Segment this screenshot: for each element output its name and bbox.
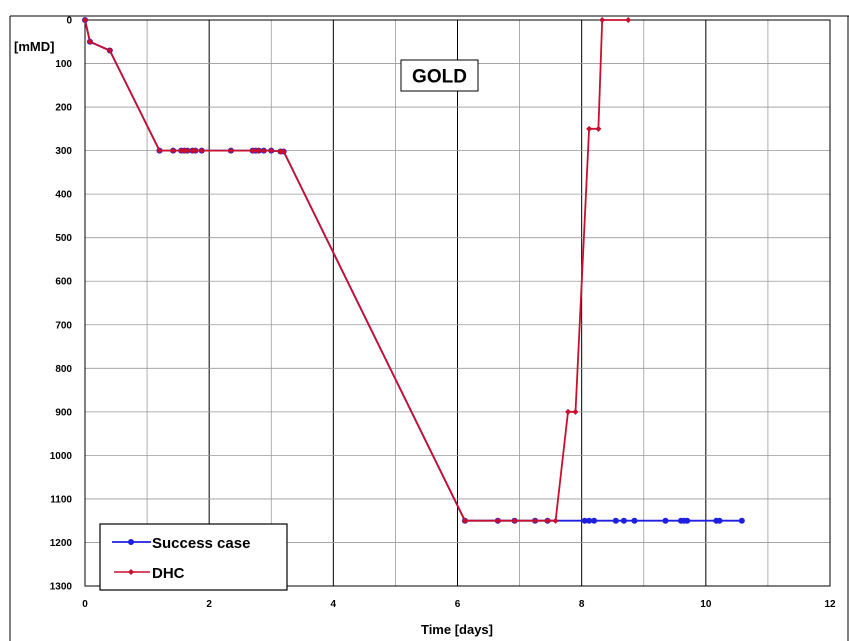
y-tick-label: 1100 (50, 494, 72, 505)
x-tick-label: 10 (700, 599, 712, 610)
x-tick-label: 0 (82, 599, 88, 610)
data-point-dhc (255, 147, 262, 154)
data-point-success-case (620, 517, 627, 524)
data-point-dhc (82, 17, 88, 23)
data-point-dhc (170, 147, 177, 154)
y-tick-label: 400 (55, 190, 72, 201)
data-point-dhc (181, 147, 188, 154)
y-tick-labels: 0 100 200 300 400 500 600 700 800 900 1000 1100 1200… (50, 16, 73, 593)
data-point-dhc (586, 125, 593, 132)
series-dhc (82, 17, 632, 524)
data-point-dhc (461, 517, 468, 524)
data-point-success-case (591, 517, 598, 524)
data-point-success-case (684, 517, 691, 524)
data-point-dhc (178, 147, 185, 154)
x-tick-label: 2 (206, 599, 212, 610)
chart-title-box: GOLD (400, 59, 479, 92)
data-point-success-case (631, 517, 638, 524)
data-point-dhc (625, 17, 632, 23)
data-point-dhc (552, 517, 559, 524)
data-point-dhc (86, 38, 93, 45)
data-point-dhc (544, 517, 551, 524)
data-point-dhc (565, 408, 572, 415)
data-point-success-case (581, 517, 588, 524)
legend: Success case DHC (99, 523, 288, 591)
data-point-success-case (738, 517, 745, 524)
legend-marker-success-case (128, 539, 134, 545)
data-point-dhc (511, 517, 518, 524)
data-point-dhc (227, 147, 234, 154)
data-point-dhc (268, 147, 275, 154)
data-point-dhc (595, 125, 602, 132)
y-tick-label: 1200 (50, 538, 73, 549)
data-point-dhc (260, 147, 267, 154)
data-point-dhc (189, 147, 196, 154)
x-tick-label: 4 (331, 599, 337, 610)
legend-marker-dhc (128, 569, 134, 575)
data-point-dhc (192, 147, 199, 154)
legend-label-success-case: Success case (152, 535, 250, 552)
y-tick-label: 800 (55, 364, 72, 375)
x-tick-labels: 0 2 4 6 8 10 12 (82, 599, 836, 610)
data-point-success-case (716, 517, 723, 524)
data-point-dhc (532, 517, 539, 524)
data-point-dhc (156, 147, 163, 154)
legend-frame (99, 523, 288, 591)
series-layer (82, 17, 745, 524)
data-point-dhc (252, 147, 259, 154)
data-point-dhc (572, 408, 579, 415)
data-point-dhc (494, 517, 501, 524)
data-point-success-case (662, 517, 669, 524)
data-point-dhc (277, 148, 284, 155)
data-point-dhc (106, 47, 113, 54)
y-axis-label: [mMD] (14, 39, 54, 54)
data-point-dhc (280, 148, 287, 155)
y-tick-label: 700 (55, 320, 72, 331)
y-tick-label: 500 (55, 233, 72, 244)
legend-label-dhc: DHC (152, 565, 185, 582)
y-tick-label: 1000 (50, 451, 73, 462)
plot-area-frame (84, 19, 831, 587)
y-tick-label: 300 (55, 146, 72, 157)
data-point-dhc (599, 17, 606, 23)
data-point-success-case (612, 517, 619, 524)
data-point-dhc (184, 147, 191, 154)
y-tick-label: 900 (55, 407, 72, 418)
y-tick-label: 100 (55, 59, 72, 70)
title-frame (400, 59, 479, 92)
y-tick-label: 600 (55, 277, 72, 288)
chart-title: GOLD (412, 67, 467, 88)
x-tick-label: 12 (824, 599, 836, 610)
data-point-dhc (198, 147, 205, 154)
x-tick-label: 6 (455, 599, 461, 610)
x-tick-label: 8 (579, 599, 585, 610)
y-tick-label: 0 (66, 16, 72, 27)
x-axis-label: Time [days] (421, 622, 493, 637)
y-tick-label: 1300 (50, 582, 73, 593)
data-point-success-case (586, 517, 593, 524)
y-tick-label: 200 (55, 103, 72, 114)
data-point-dhc (249, 147, 256, 154)
